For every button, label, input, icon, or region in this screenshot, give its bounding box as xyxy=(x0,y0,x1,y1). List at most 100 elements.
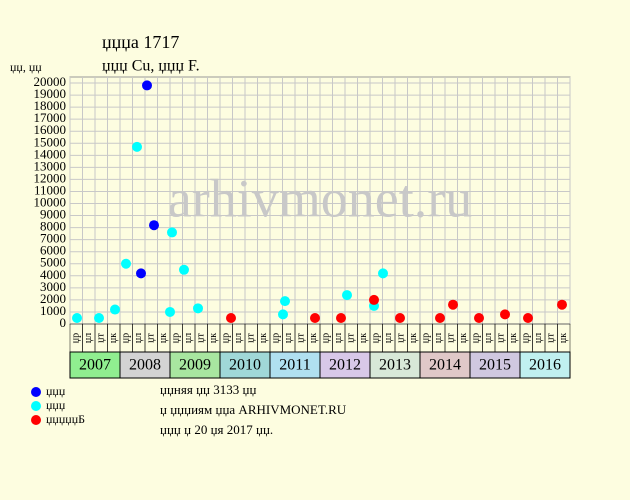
period-label: џт xyxy=(96,333,107,343)
period-label: џр xyxy=(321,333,332,343)
point xyxy=(149,220,159,231)
period-label: џк xyxy=(208,333,219,343)
point xyxy=(142,80,152,91)
y-tick-label: 8000 xyxy=(40,219,66,234)
period-label: џт xyxy=(296,333,307,343)
y-tick-label: 2000 xyxy=(40,291,66,306)
point xyxy=(136,268,146,279)
year-label: 2011 xyxy=(279,357,310,374)
legend-marker xyxy=(31,387,41,397)
point xyxy=(110,304,120,315)
point xyxy=(226,312,236,323)
period-label: џк xyxy=(308,333,319,343)
y-tick-label: 6000 xyxy=(40,243,66,258)
period-label: џр xyxy=(121,333,132,343)
period-label: џк xyxy=(508,333,519,343)
period-label: џл xyxy=(233,333,244,343)
y-axis-label: џџ, џџ xyxy=(10,60,42,74)
note: џ џџџиям џџа ARHIVMONET.RU xyxy=(160,402,347,417)
period-label: џк xyxy=(458,333,469,343)
point xyxy=(94,312,104,323)
period-label: џл xyxy=(333,333,344,343)
period-label: џт xyxy=(546,333,557,343)
legend-label: џџџ xyxy=(46,398,66,412)
period-label: џл xyxy=(533,333,544,343)
y-tick-label: 19000 xyxy=(34,86,67,101)
period-label: џл xyxy=(83,333,94,343)
year-label: 2012 xyxy=(329,357,361,374)
period-label: џк xyxy=(108,333,119,343)
legend-marker xyxy=(31,415,41,425)
year-box xyxy=(219,351,271,379)
year-label: 2015 xyxy=(479,357,511,374)
period-label: џр xyxy=(471,333,482,343)
point xyxy=(448,299,458,310)
point xyxy=(378,268,388,279)
y-tick-label: 1000 xyxy=(40,303,66,318)
point xyxy=(278,309,288,320)
period-label: џк xyxy=(408,333,419,343)
year-box xyxy=(419,351,471,379)
point xyxy=(342,290,352,301)
point xyxy=(179,264,189,275)
period-label: џл xyxy=(433,333,444,343)
point xyxy=(474,312,484,323)
period-label: џл xyxy=(133,333,144,343)
year-label: 2009 xyxy=(179,357,211,374)
period-label: џк xyxy=(358,333,369,343)
y-tick-label: 13000 xyxy=(34,158,67,173)
chart-title: џџџа 1717 xyxy=(102,32,179,52)
period-label: џр xyxy=(521,333,532,343)
period-label: џт xyxy=(396,333,407,343)
y-tick-label: 3000 xyxy=(40,279,66,294)
note: џџџ џ 20 џя 2017 џџ. xyxy=(160,422,273,437)
y-tick-label: 17000 xyxy=(34,110,67,125)
period-label: џт xyxy=(496,333,507,343)
period-label: џт xyxy=(246,333,257,343)
period-label: џл xyxy=(183,333,194,343)
point xyxy=(336,312,346,323)
y-tick-label: 10000 xyxy=(34,194,67,209)
point xyxy=(165,306,175,317)
period-label: џр xyxy=(171,333,182,343)
period-label: џт xyxy=(346,333,357,343)
chart-subtitle: џџџ Cu, џџџ F. xyxy=(102,58,200,75)
period-label: џр xyxy=(271,333,282,343)
year-label: 2014 xyxy=(429,357,461,374)
y-tick-label: 9000 xyxy=(40,207,66,222)
point xyxy=(500,309,510,320)
y-tick-label: 7000 xyxy=(40,231,66,246)
legend-marker xyxy=(31,401,41,411)
y-tick-label: 12000 xyxy=(34,170,67,185)
point xyxy=(132,141,142,152)
year-label: 2007 xyxy=(79,357,111,374)
year-label: 2013 xyxy=(379,357,411,374)
watermark: arhivmonet.ru xyxy=(168,168,472,228)
period-label: џк xyxy=(258,333,269,343)
period-label: џт xyxy=(146,333,157,343)
point xyxy=(369,294,379,305)
legend-label: џџџџџБ xyxy=(46,412,85,426)
period-label: џр xyxy=(421,333,432,343)
y-tick-label: 18000 xyxy=(34,98,67,113)
period-cell xyxy=(557,323,571,353)
point xyxy=(523,312,533,323)
period-label: џт xyxy=(446,333,457,343)
year-label: 2008 xyxy=(129,357,161,374)
period-label: џт xyxy=(196,333,207,343)
legend-label: џџџ xyxy=(46,384,66,398)
year-label: 2010 xyxy=(229,357,261,374)
point xyxy=(310,312,320,323)
period-label: џл xyxy=(483,333,494,343)
point xyxy=(557,299,567,310)
point xyxy=(167,227,177,238)
period-label: џк xyxy=(158,333,169,343)
y-tick-label: 16000 xyxy=(34,122,67,137)
y-tick-label: 11000 xyxy=(34,182,66,197)
period-label: џл xyxy=(283,333,294,343)
point xyxy=(121,258,131,269)
period-label: џл xyxy=(383,333,394,343)
y-tick-label: 20000 xyxy=(34,74,67,89)
year-box xyxy=(469,351,521,379)
